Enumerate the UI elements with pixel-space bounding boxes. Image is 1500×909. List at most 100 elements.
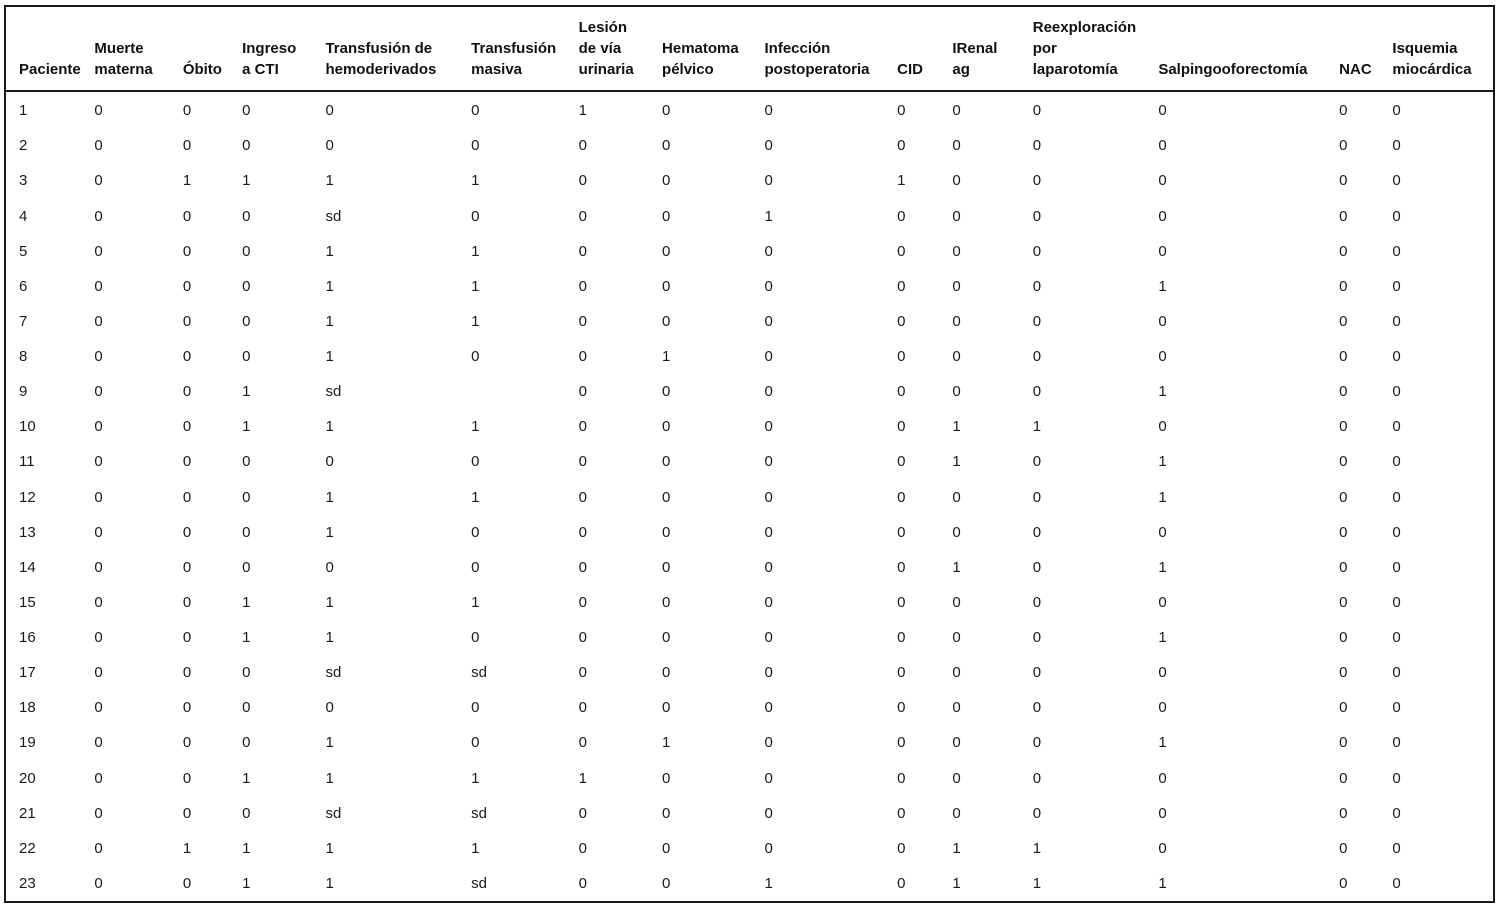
table-cell: 1 xyxy=(325,593,334,611)
table-cell: 1 xyxy=(952,839,961,857)
table-cell: 0 xyxy=(662,558,671,576)
table-cell: 1 xyxy=(471,277,480,295)
table-cell xyxy=(471,374,579,409)
table-cell: 1 xyxy=(471,839,480,857)
patient-id-cell: 19 xyxy=(19,734,36,752)
table-cell: 0 xyxy=(578,874,587,892)
table-row: 17 0 0 0 sd sd 0 0 0 0 0 0 0 0 0 xyxy=(6,655,1493,690)
table-cell: 0 xyxy=(1339,418,1348,436)
table-cell: 1 xyxy=(325,172,334,190)
table-cell: 0 xyxy=(182,101,192,119)
table-cell: 0 xyxy=(1392,629,1401,646)
column-header: IRenal ag xyxy=(952,7,1033,92)
table-cell: 0 xyxy=(182,277,192,295)
table-cell: 1 xyxy=(242,874,251,892)
table-cell: 0 xyxy=(182,558,192,576)
table-cell: 0 xyxy=(94,348,103,365)
table-cell: 0 xyxy=(662,207,671,225)
table-cell: 0 xyxy=(1339,523,1348,541)
table-cell: 1 xyxy=(897,172,906,190)
table-row: 14 0 0 0 0 0 0 0 0 0 1 0 1 0 0 xyxy=(6,550,1493,585)
table-cell: 0 xyxy=(471,734,480,752)
table-cell: 0 xyxy=(94,664,103,682)
table-cell: 0 xyxy=(897,699,906,717)
table-cell: 0 xyxy=(952,242,961,260)
table-cell: 0 xyxy=(1339,629,1348,646)
table-cell: 0 xyxy=(1339,734,1348,752)
table-cell: 0 xyxy=(1158,101,1167,119)
patient-id-cell: 21 xyxy=(19,804,36,822)
table-cell: 0 xyxy=(242,207,251,225)
table-cell: 0 xyxy=(94,488,103,506)
table-cell: 0 xyxy=(1339,172,1348,190)
table-cell: 1 xyxy=(1158,453,1167,471)
table-row: 13 0 0 0 1 0 0 0 0 0 0 0 0 0 0 xyxy=(6,515,1493,550)
table-cell: 0 xyxy=(182,207,192,225)
table-cell: 0 xyxy=(471,207,480,225)
table-cell: 0 xyxy=(1339,804,1348,822)
table-cell: 0 xyxy=(1158,418,1167,436)
table-cell: 1 xyxy=(242,839,251,857)
table-cell: 0 xyxy=(1392,101,1401,119)
patient-id-cell: 9 xyxy=(19,383,28,401)
table-cell: 0 xyxy=(1032,769,1042,787)
table-cell: 1 xyxy=(471,593,480,611)
table-cell: 0 xyxy=(662,312,671,330)
patient-id-cell: 14 xyxy=(19,558,36,576)
table-row: 7 0 0 0 1 1 0 0 0 0 0 0 0 0 0 xyxy=(6,304,1493,339)
table-cell: 0 xyxy=(897,348,906,365)
table-cell: 0 xyxy=(1339,664,1348,682)
table-cell: 0 xyxy=(1339,101,1348,119)
table-cell: 0 xyxy=(242,488,251,506)
table-cell: 1 xyxy=(325,734,334,752)
table-cell: 0 xyxy=(1392,277,1401,295)
table-cell: 0 xyxy=(182,312,192,330)
table-cell: 1 xyxy=(242,172,251,190)
table-cell: 0 xyxy=(952,629,961,646)
patient-id-cell: 2 xyxy=(19,137,28,155)
table-cell: 0 xyxy=(1158,137,1167,155)
table-cell: 0 xyxy=(1339,593,1348,611)
column-header: Reexploración por laparotomía xyxy=(1032,7,1159,92)
table-cell: 0 xyxy=(1032,312,1042,330)
table-cell: 0 xyxy=(764,523,773,541)
patient-id-cell: 13 xyxy=(19,523,36,541)
table-cell: 0 xyxy=(1032,734,1042,752)
table-cell: 1 xyxy=(578,769,587,787)
table-cell: 0 xyxy=(1032,488,1042,506)
table-cell: 0 xyxy=(242,558,251,576)
table-cell: 0 xyxy=(471,629,480,646)
table-cell: 0 xyxy=(1158,312,1167,330)
table-cell: 0 xyxy=(1032,593,1042,611)
table-cell: 0 xyxy=(471,348,480,365)
table-cell: 0 xyxy=(578,523,587,541)
table-cell: 1 xyxy=(952,874,961,892)
patient-id-cell: 11 xyxy=(19,453,35,471)
table-cell: 0 xyxy=(952,277,961,295)
table-cell: 0 xyxy=(94,453,103,471)
table-row: 16 0 0 1 1 0 0 0 0 0 0 0 1 0 0 xyxy=(6,620,1493,655)
table-cell: 0 xyxy=(94,137,103,155)
column-header: Isquemia miocárdica xyxy=(1392,7,1493,92)
table-cell: 0 xyxy=(578,629,587,646)
table-cell: 0 xyxy=(1392,383,1401,401)
table-cell: 1 xyxy=(662,348,671,365)
table-row: 18 0 0 0 0 0 0 0 0 0 0 0 0 0 0 xyxy=(6,690,1493,725)
table-row: 6 0 0 0 1 1 0 0 0 0 0 0 1 0 0 xyxy=(6,269,1493,304)
table-cell: 0 xyxy=(764,101,773,119)
table-cell: 0 xyxy=(1392,242,1401,260)
table-cell: 0 xyxy=(1032,699,1042,717)
table-cell: 0 xyxy=(1392,348,1401,365)
table-cell: 0 xyxy=(182,629,192,646)
table-cell: 0 xyxy=(1339,558,1348,576)
table-cell: 0 xyxy=(764,242,773,260)
table-cell: 1 xyxy=(662,734,671,752)
table-cell: 0 xyxy=(94,242,103,260)
table-cell: 0 xyxy=(94,523,103,541)
table-cell: 0 xyxy=(1339,383,1348,401)
table-cell: sd xyxy=(471,804,487,822)
table-cell: 0 xyxy=(952,593,961,611)
table-cell: 0 xyxy=(897,839,906,857)
table-cell: 1 xyxy=(1032,874,1042,892)
table-cell: 0 xyxy=(897,523,906,541)
